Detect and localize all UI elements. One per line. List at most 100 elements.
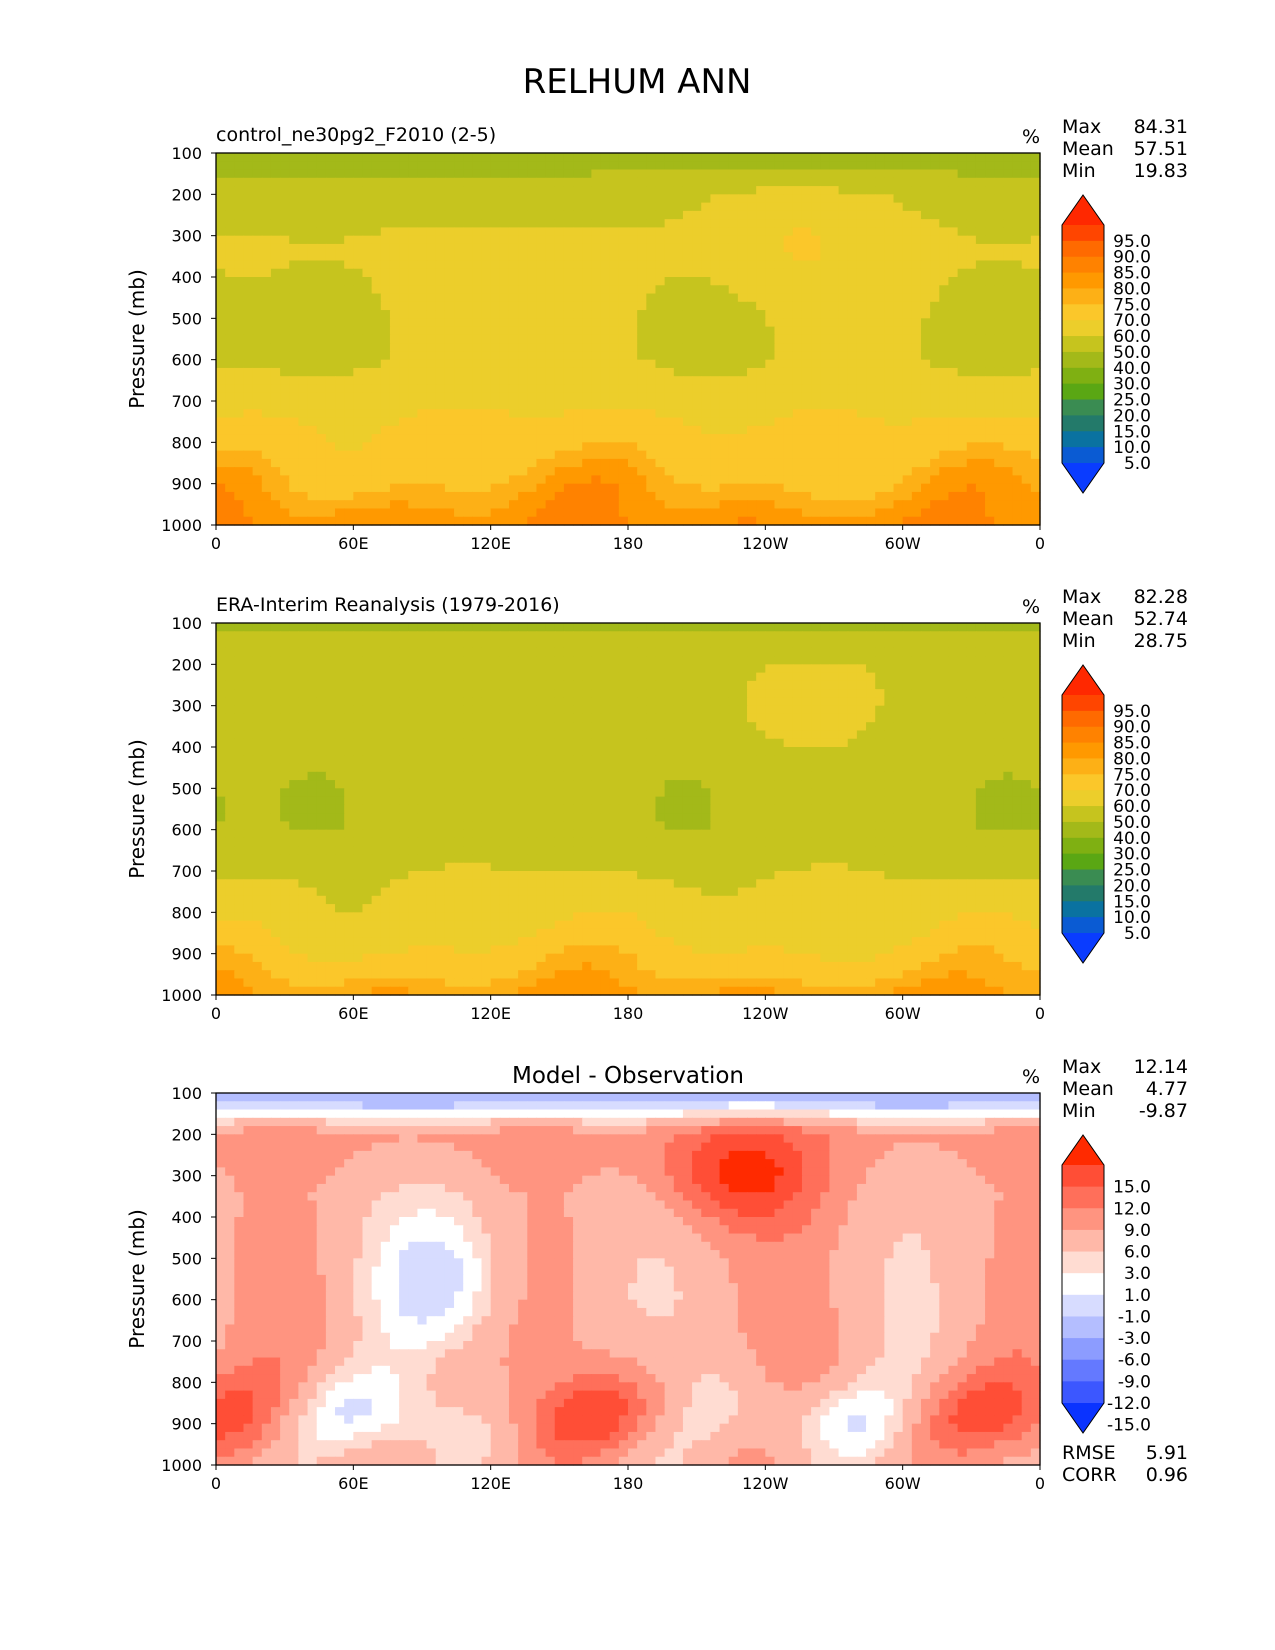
heatmap-cell — [948, 516, 959, 526]
heatmap-cell — [270, 623, 281, 632]
heatmap-cell — [563, 623, 574, 632]
heatmap-cell — [875, 310, 885, 319]
heatmap-cell — [463, 639, 473, 649]
heatmap-cell — [646, 227, 657, 237]
heatmap-cell — [417, 475, 428, 485]
heatmap-cell — [765, 376, 776, 386]
heatmap-cell — [939, 442, 950, 452]
heatmap-cell — [600, 219, 611, 228]
heatmap-cell — [820, 367, 831, 377]
heatmap-cell — [591, 359, 602, 369]
heatmap-cell — [435, 417, 446, 427]
heatmap-cell — [856, 639, 867, 649]
heatmap-cell — [893, 425, 904, 435]
heatmap-cell — [270, 697, 281, 707]
heatmap-cell — [444, 351, 455, 361]
heatmap-cell — [444, 202, 455, 212]
heatmap-cell — [820, 169, 831, 179]
heatmap-cell — [728, 384, 739, 394]
heatmap-cell — [783, 450, 794, 460]
heatmap-cell — [280, 639, 290, 649]
heatmap-cell — [618, 268, 629, 278]
heatmap-cell — [811, 376, 821, 386]
heatmap-cell — [371, 310, 382, 319]
heatmap-cell — [838, 516, 849, 526]
heatmap-cell — [966, 343, 977, 352]
heatmap-cell — [454, 227, 464, 237]
heatmap-cell — [243, 516, 254, 526]
heatmap-cell — [692, 177, 702, 187]
heatmap-cell — [536, 392, 547, 402]
heatmap-cell — [756, 202, 766, 212]
heatmap-cell — [380, 425, 391, 435]
heatmap-cell — [939, 334, 950, 344]
heatmap-cell — [490, 318, 501, 328]
heatmap-cell — [389, 458, 400, 468]
heatmap-cell — [270, 689, 281, 698]
heatmap-cell — [362, 318, 373, 328]
heatmap-cell — [1021, 293, 1032, 303]
heatmap-cell — [426, 450, 437, 460]
heatmap-cell — [417, 227, 428, 237]
heatmap-cell — [600, 310, 611, 319]
colorbar-tick-label: 80.0 — [1113, 279, 1151, 299]
heatmap-cell — [820, 153, 831, 162]
heatmap-cell — [765, 409, 776, 419]
heatmap-cell — [325, 277, 336, 286]
heatmap-cell — [710, 343, 721, 352]
heatmap-cell — [234, 467, 245, 476]
heatmap-cell — [417, 491, 428, 501]
heatmap-cell — [902, 219, 913, 228]
heatmap-cell — [234, 516, 245, 526]
heatmap-cell — [582, 177, 592, 187]
heatmap-cell — [884, 458, 895, 468]
heatmap-cell — [280, 252, 290, 262]
heatmap-cell — [994, 458, 1004, 468]
heatmap-cell — [389, 194, 400, 204]
heatmap-cell — [225, 631, 235, 641]
heatmap-cell — [444, 334, 455, 344]
heatmap-cell — [399, 235, 409, 245]
colorbar-swatch — [1062, 367, 1104, 385]
heatmap-cell — [664, 161, 675, 171]
heatmap-cell — [829, 623, 840, 632]
heatmap-cell — [261, 277, 272, 286]
heatmap-cell — [527, 392, 538, 402]
heatmap-cell — [472, 219, 483, 228]
heatmap-cell — [518, 623, 528, 632]
heatmap-cell — [801, 467, 812, 476]
heatmap-cell — [957, 434, 968, 443]
heatmap-cell — [444, 516, 455, 526]
heatmap-cell — [966, 310, 977, 319]
heatmap-cell — [261, 219, 272, 228]
heatmap-cell — [280, 392, 290, 402]
heatmap-cell — [920, 277, 931, 286]
heatmap-cell — [911, 647, 922, 657]
heatmap-cell — [307, 343, 318, 352]
heatmap-cell — [408, 425, 419, 435]
heatmap-cell — [582, 326, 592, 336]
heatmap-cell — [545, 409, 556, 419]
heatmap-cell — [573, 186, 583, 195]
heatmap-cell — [399, 310, 409, 319]
heatmap-cell — [875, 277, 885, 286]
heatmap-cell — [866, 467, 876, 476]
heatmap-cell — [783, 326, 794, 336]
heatmap-cell — [884, 293, 895, 303]
heatmap-cell — [628, 697, 638, 707]
heatmap-cell — [664, 442, 675, 452]
heatmap-cell — [966, 623, 977, 632]
heatmap-cell — [481, 491, 492, 501]
heatmap-cell — [298, 268, 309, 278]
heatmap-cell — [856, 417, 867, 427]
heatmap-cell — [728, 260, 739, 270]
heatmap-cell — [985, 186, 995, 195]
heatmap-cell — [783, 260, 794, 270]
heatmap-cell — [737, 639, 748, 649]
heatmap-cell — [884, 277, 895, 286]
heatmap-cell — [252, 656, 263, 665]
heatmap-cell — [655, 301, 666, 311]
heatmap-cell — [389, 252, 400, 262]
heatmap-cell — [820, 467, 831, 476]
heatmap-cell — [435, 647, 446, 657]
